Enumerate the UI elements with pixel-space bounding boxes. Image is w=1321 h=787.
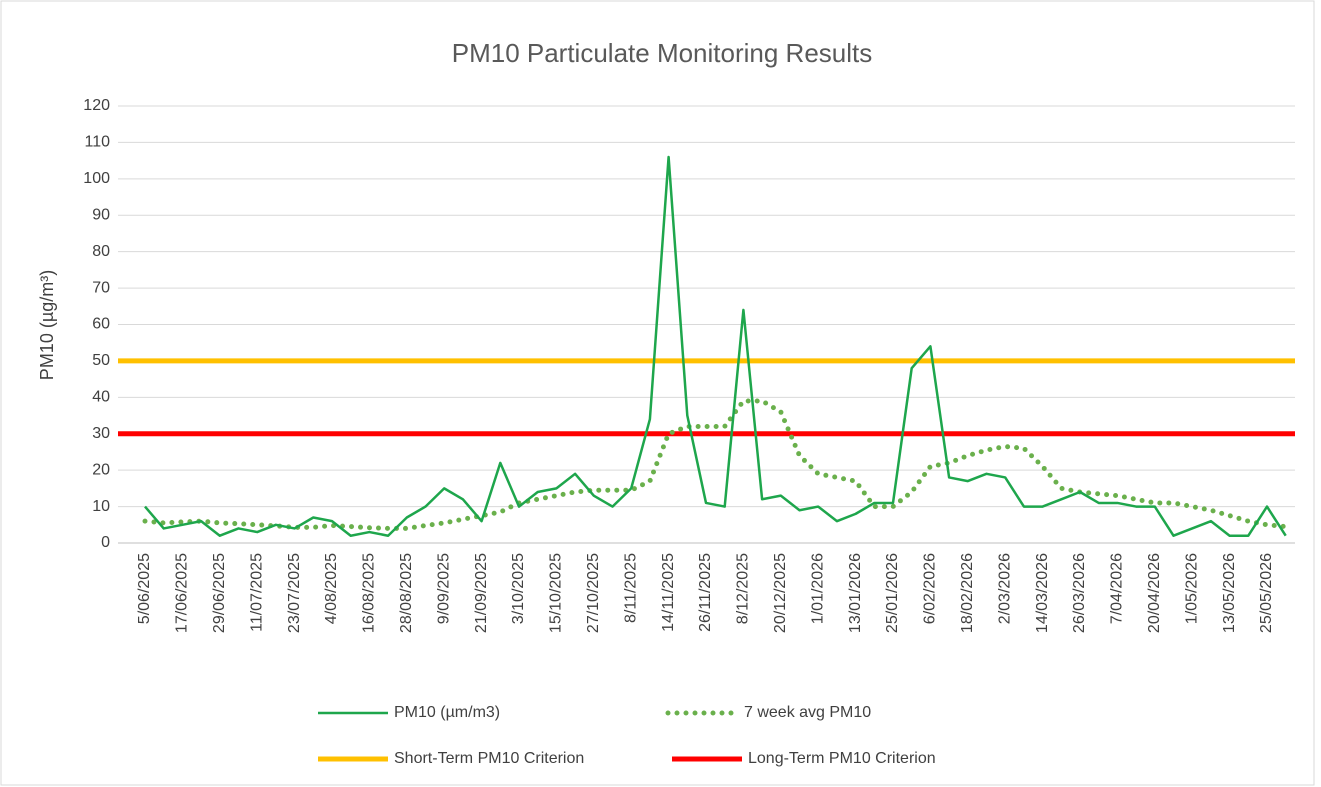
x-tick-label: 29/06/2025 [211, 553, 228, 633]
x-tick-label: 18/02/2026 [959, 553, 976, 633]
x-tick-label: 25/05/2026 [1258, 553, 1275, 633]
y-tick-label: 110 [84, 134, 110, 151]
y-tick-label: 70 [92, 279, 110, 296]
x-tick-label: 14/03/2026 [1034, 553, 1051, 633]
legend-label: 7 week avg PM10 [744, 704, 871, 721]
avg-line [142, 398, 1289, 531]
legend-label: Long-Term PM10 Criterion [748, 750, 936, 767]
y-tick-label: 30 [92, 425, 110, 442]
y-tick-label: 60 [92, 316, 110, 333]
x-tick-label: 4/08/2025 [323, 553, 340, 624]
y-tick-label: 0 [101, 534, 110, 551]
x-tick-label: 8/12/2025 [735, 553, 752, 624]
x-tick-label: 26/03/2026 [1071, 553, 1088, 633]
x-tick-label: 1/01/2026 [809, 553, 826, 624]
chart-title: PM10 Particulate Monitoring Results [452, 38, 873, 68]
x-tick-label: 6/02/2026 [922, 553, 939, 624]
legend-label: Short-Term PM10 Criterion [394, 750, 584, 767]
y-axis-label: PM10 (µg/m³) [37, 270, 57, 380]
x-tick-label: 13/05/2026 [1221, 553, 1238, 633]
x-tick-label: 21/09/2025 [473, 553, 490, 633]
y-tick-label: 40 [92, 389, 110, 406]
x-tick-label: 15/10/2025 [548, 553, 565, 633]
x-tick-label: 7/04/2026 [1109, 553, 1126, 624]
legend-label: PM10 (µm/m3) [394, 704, 500, 721]
x-tick-label: 23/07/2025 [286, 553, 303, 633]
x-tick-label: 8/11/2025 [622, 553, 639, 623]
data-line [144, 155, 1287, 537]
x-tick-label: 3/10/2025 [510, 553, 527, 624]
x-tick-label: 11/07/2025 [248, 553, 265, 632]
x-tick-label: 1/05/2026 [1183, 553, 1200, 624]
x-tick-label: 17/06/2025 [174, 553, 191, 633]
x-tick-label: 9/09/2025 [435, 553, 452, 624]
x-tick-label: 20/12/2025 [772, 553, 789, 633]
y-tick-label: 10 [92, 498, 110, 515]
y-tick-label: 50 [92, 352, 110, 369]
y-tick-label: 80 [92, 243, 110, 260]
x-tick-label: 20/04/2026 [1146, 553, 1163, 633]
x-tick-label: 13/01/2026 [847, 553, 864, 633]
x-tick-label: 25/01/2026 [884, 553, 901, 633]
x-tick-label: 28/08/2025 [398, 553, 415, 633]
y-tick-label: 20 [92, 461, 110, 478]
y-tick-label: 90 [92, 206, 110, 223]
x-tick-label: 14/11/2025 [660, 553, 677, 632]
y-tick-label: 100 [83, 170, 110, 187]
y-tick-label: 120 [83, 97, 110, 114]
x-tick-label: 16/08/2025 [361, 553, 378, 633]
x-tick-label: 2/03/2026 [996, 553, 1013, 624]
x-tick-label: 5/06/2025 [136, 553, 153, 624]
x-tick-label: 26/11/2025 [697, 553, 714, 632]
x-tick-label: 27/10/2025 [585, 553, 602, 633]
